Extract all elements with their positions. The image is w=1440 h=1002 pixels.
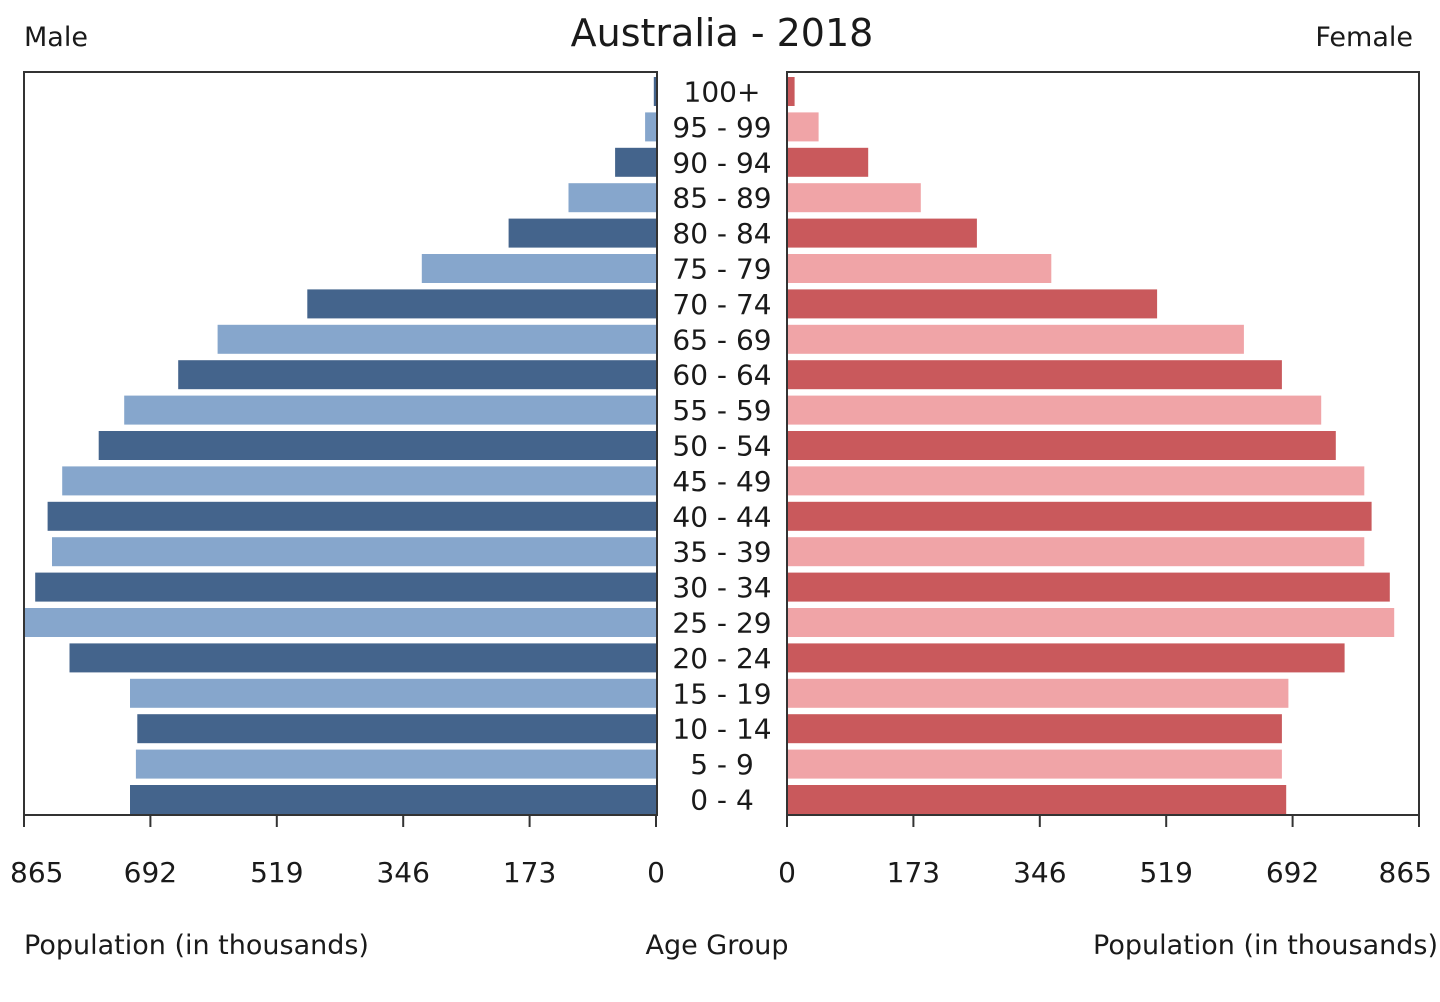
female-bar-25-29	[788, 608, 1395, 637]
female-bar-100	[788, 77, 795, 106]
male-bar-75-79	[421, 254, 656, 283]
age-label-5-9: 5 - 9	[690, 748, 754, 781]
male-bar-25-29	[25, 608, 656, 637]
female-bar-20-24	[788, 643, 1345, 673]
female-bar-5-9	[788, 749, 1282, 779]
male-bar-100	[653, 77, 656, 106]
age-label-85-89: 85 - 89	[672, 182, 771, 215]
male-tick-label-519: 519	[250, 856, 303, 889]
male-bar-65-69	[217, 324, 656, 354]
female-bar-75-79	[788, 254, 1052, 283]
female-tick-label-865: 865	[1379, 856, 1432, 889]
age-label-10-14: 10 - 14	[672, 713, 771, 746]
ticks-layer: 0 0 173 173 346 346 519 519 692 692 865 865	[10, 815, 1432, 889]
male-bar-50-54	[98, 431, 656, 460]
age-label-60-64: 60 - 64	[672, 359, 771, 392]
age-label-100: 100+	[684, 76, 761, 109]
male-bar-20-24	[69, 643, 656, 673]
male-bar-10-14	[137, 714, 657, 744]
female-bar-85-89	[788, 183, 921, 213]
male-bar-85-89	[568, 183, 656, 213]
female-tick-label-173: 173	[887, 856, 940, 889]
male-bar-35-39	[52, 537, 656, 567]
female-plot-frame	[786, 71, 1420, 816]
age-label-80-84: 80 - 84	[672, 217, 771, 250]
female-bar-35-39	[788, 537, 1365, 567]
male-bar-95-99	[645, 112, 656, 142]
female-bar-45-49	[788, 466, 1365, 496]
female-tick-label-0: 0	[778, 856, 796, 889]
male-bar-55-59	[124, 395, 656, 425]
female-bar-90-94	[788, 147, 869, 177]
male-axis-title: Population (in thousands)	[24, 930, 369, 961]
female-tick-label-692: 692	[1266, 856, 1319, 889]
female-bar-55-59	[788, 395, 1322, 425]
female-bar-40-44	[788, 501, 1372, 531]
male-bar-5-9	[135, 749, 656, 779]
female-axis-title: Population (in thousands)	[1093, 930, 1438, 961]
female-bar-65-69	[788, 324, 1244, 354]
age-label-15-19: 15 - 19	[672, 677, 771, 710]
age-label-45-49: 45 - 49	[672, 465, 771, 498]
age-label-20-24: 20 - 24	[672, 642, 771, 675]
age-label-70-74: 70 - 74	[672, 288, 771, 321]
age-label-65-69: 65 - 69	[672, 323, 771, 356]
female-bar-15-19	[788, 678, 1289, 708]
male-tick-label-865: 865	[10, 856, 63, 889]
male-bar-30-34	[35, 572, 656, 602]
female-bar-95-99	[788, 112, 819, 142]
age-label-0-4: 0 - 4	[690, 784, 754, 817]
female-tick-label-346: 346	[1013, 856, 1066, 889]
age-label-40-44: 40 - 44	[672, 500, 771, 533]
male-tick-label-346: 346	[376, 856, 429, 889]
female-bar-50-54	[788, 431, 1336, 460]
chart-title: Australia - 2018	[571, 11, 874, 55]
male-bar-70-74	[307, 289, 656, 319]
bars-layer	[25, 77, 1395, 814]
male-tick-label-0: 0	[647, 856, 665, 889]
female-bar-80-84	[788, 218, 977, 248]
age-label-35-39: 35 - 39	[672, 536, 771, 569]
female-bar-70-74	[788, 289, 1158, 319]
age-label-95-99: 95 - 99	[672, 111, 771, 144]
male-tick-label-692: 692	[124, 856, 177, 889]
female-bar-10-14	[788, 714, 1282, 744]
male-bar-80-84	[508, 218, 656, 248]
female-bar-30-34	[788, 572, 1390, 602]
male-bar-0-4	[130, 785, 656, 814]
age-label-30-34: 30 - 34	[672, 571, 771, 604]
male-label: Male	[24, 22, 88, 53]
male-plot-frame	[23, 71, 658, 816]
age-group-axis-title: Age Group	[645, 930, 788, 961]
age-label-25-29: 25 - 29	[672, 607, 771, 640]
age-label-55-59: 55 - 59	[672, 394, 771, 427]
female-label: Female	[1315, 22, 1413, 53]
female-bar-60-64	[788, 360, 1282, 390]
male-bar-15-19	[130, 678, 656, 708]
age-label-75-79: 75 - 79	[672, 253, 771, 286]
female-tick-label-519: 519	[1139, 856, 1192, 889]
male-bar-60-64	[178, 360, 656, 390]
male-tick-label-173: 173	[503, 856, 556, 889]
female-bar-0-4	[788, 785, 1287, 814]
male-bar-40-44	[47, 501, 657, 531]
male-bar-45-49	[62, 466, 656, 496]
age-label-90-94: 90 - 94	[672, 146, 771, 179]
age-label-50-54: 50 - 54	[672, 430, 771, 463]
male-bar-90-94	[615, 147, 656, 177]
